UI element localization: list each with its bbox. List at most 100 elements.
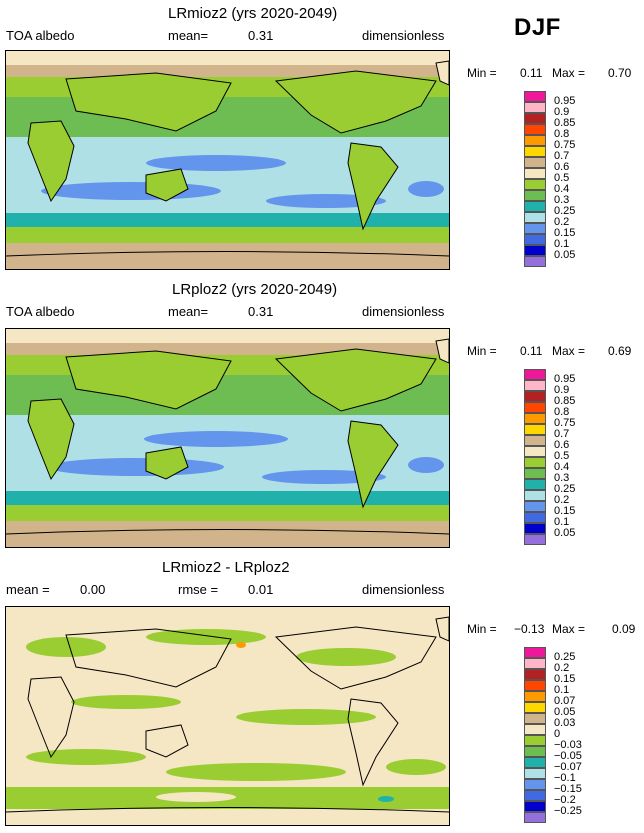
colorbar-level-label: −0.15 [554, 783, 582, 795]
colorbar-level-label: −0.25 [554, 805, 582, 817]
panel-title: LRmioz2 (yrs 2020-2049) [168, 5, 338, 22]
colorbar-swatch [524, 113, 546, 124]
mean-label: mean= [168, 304, 209, 319]
colorbar-level-label: 0.8 [554, 128, 570, 140]
colorbar-swatch [524, 779, 546, 790]
arctic-band [6, 51, 449, 65]
colorbar-swatch [524, 757, 546, 768]
colorbar-swatch [524, 812, 546, 823]
variable-label: TOA albedo [6, 304, 75, 319]
diff-patch [26, 749, 146, 765]
colorbar-swatch [524, 691, 546, 702]
colorbar-swatch [524, 424, 546, 435]
colorbar-level-label: 0.15 [554, 673, 576, 685]
north-america-coast [274, 348, 437, 412]
min-value: 0.11 [520, 66, 543, 80]
colorbar-swatch [524, 790, 546, 801]
min-label: Min = [467, 66, 497, 80]
colorbar-level-label: 0.9 [554, 106, 570, 118]
ocean-low-patch [41, 182, 221, 200]
mean-label: mean= [168, 28, 209, 43]
min-label: Min = [467, 344, 497, 358]
colorbar-swatch [524, 647, 546, 658]
diff-patch [386, 759, 446, 775]
min-label: Min = [467, 622, 497, 636]
colorbar-swatch [524, 669, 546, 680]
colorbar-level-label: 0.75 [554, 139, 576, 151]
australia-coast [145, 446, 189, 480]
south-america-coast [347, 420, 399, 509]
north-america-coast [274, 70, 437, 134]
colorbar-level-label: 0.25 [554, 483, 576, 495]
antarctica-coast [6, 529, 449, 535]
colorbar-swatch [524, 713, 546, 724]
colorbar-level-label: 0.25 [554, 651, 576, 663]
rmse-label: rmse = [178, 582, 219, 597]
australia-coast [145, 724, 189, 758]
colorbar-swatch [524, 801, 546, 812]
colorbar-swatch [524, 179, 546, 190]
ocean-low-patch [146, 155, 286, 171]
colorbar-level-label: 0.9 [554, 384, 570, 396]
colorbar-swatch [524, 768, 546, 779]
max-label: Max = [552, 66, 586, 80]
mean-label: mean = [6, 582, 50, 597]
colorbar-swatch [524, 391, 546, 402]
colorbar: 0.95 0.9 0.85 0.8 0.75 0.7 0.6 0.5 0.4 0.3 0.25 0.2… [524, 91, 575, 267]
eurasia-coast [65, 350, 232, 410]
max-label: Max = [552, 622, 586, 636]
colorbar-level-label: 0.85 [554, 117, 576, 129]
colorbar-level-label: 0.2 [554, 494, 570, 506]
ocean-low-patch [262, 470, 386, 484]
colorbar-level-label: 0.1 [554, 516, 570, 528]
colorbar-swatch [524, 124, 546, 135]
max-label: Max = [552, 344, 586, 358]
variable-label: TOA albedo [6, 28, 75, 43]
units-label: dimensionless [362, 28, 445, 43]
colorbar-swatch [524, 479, 546, 490]
colorbar-level-label: 0.2 [554, 216, 570, 228]
colorbar-level-label: 0.5 [554, 450, 570, 462]
colorbar-level-label: 0.5 [554, 172, 570, 184]
colorbar-level-label: −0.2 [554, 794, 576, 806]
colorbar-swatch [524, 446, 546, 457]
colorbar: 0.95 0.9 0.85 0.8 0.75 0.7 0.6 0.5 0.4 0.3 0.25 0.2… [524, 369, 575, 545]
diff-patch [71, 695, 181, 709]
season-label: DJF [514, 14, 561, 41]
colorbar-swatch [524, 201, 546, 212]
greenland-coast [435, 338, 449, 364]
panel-title: LRploz2 (yrs 2020-2049) [172, 281, 338, 298]
colorbar-swatch [524, 413, 546, 424]
units-label: dimensionless [362, 582, 445, 597]
colorbar-level-label: 0.95 [554, 373, 576, 385]
colorbar-swatch [524, 658, 546, 669]
colorbar-level-label: 0.1 [554, 684, 570, 696]
map-panel [5, 50, 450, 270]
colorbar-swatch [524, 735, 546, 746]
max-value: 0.70 [608, 66, 632, 80]
colorbar-swatch [524, 680, 546, 691]
ocean-low-patch [408, 181, 444, 197]
diff-patch [296, 648, 396, 666]
diff-patch [378, 796, 394, 802]
colorbar-level-label: 0.95 [554, 95, 576, 107]
diff-patch [26, 637, 106, 657]
colorbar-swatch [524, 157, 546, 168]
colorbar-level-label: 0.3 [554, 194, 570, 206]
colorbar-level-label: 0.1 [554, 238, 570, 250]
max-value: 0.69 [608, 344, 632, 358]
albedo-map [6, 51, 449, 269]
north-america-coast [274, 626, 437, 690]
diff-patch [166, 763, 346, 781]
south-storm-band [6, 227, 449, 243]
colorbar-level-label: 0.15 [554, 505, 576, 517]
colorbar-swatch [524, 256, 546, 267]
colorbar-swatch [524, 168, 546, 179]
min-value: 0.11 [520, 344, 543, 358]
colorbar-swatch [524, 523, 546, 534]
map-panel [5, 328, 450, 548]
south-storm-band [6, 505, 449, 521]
southern-ocean-band [6, 213, 449, 227]
antarctic-band [6, 243, 449, 269]
arctic-band [6, 329, 449, 343]
